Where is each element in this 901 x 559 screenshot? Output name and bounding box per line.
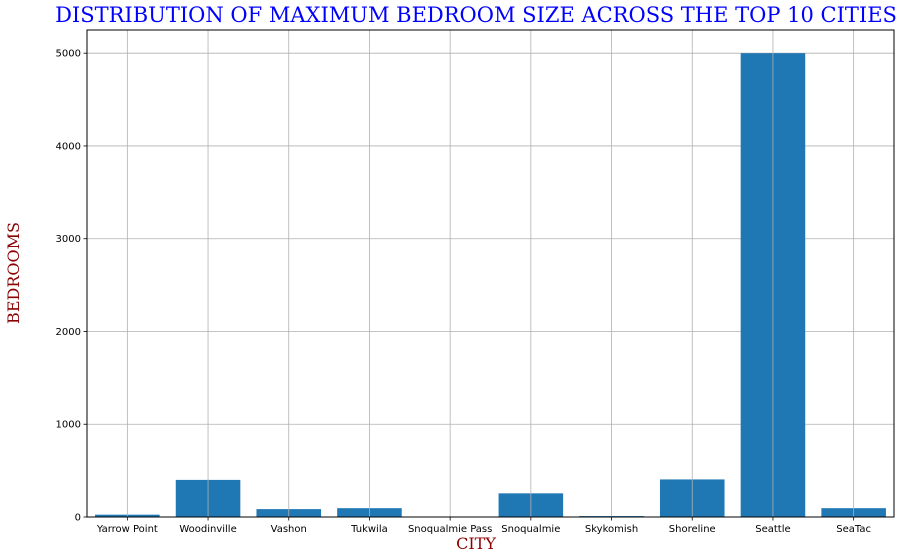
y-tick-label: 2000 — [56, 327, 81, 338]
x-tick-label: SeaTac — [836, 524, 871, 535]
vertical-grid — [126, 30, 855, 517]
x-tick-label: Skykomish — [585, 524, 638, 535]
x-tick-label: Vashon — [271, 524, 307, 535]
y-axis-ticks: 0 1000 2000 3000 4000 5000 — [56, 49, 87, 524]
x-tick-label: Shoreline — [669, 524, 716, 535]
x-tick-label: Woodinville — [179, 524, 236, 535]
y-axis-label: BEDROOMS — [4, 222, 23, 324]
x-tick-label: Snoqualmie Pass — [408, 524, 492, 535]
x-tick-label: Yarrow Point — [96, 524, 158, 535]
x-tick-label: Snoqualmie — [501, 524, 560, 535]
x-tick-label: Seattle — [755, 524, 790, 535]
x-axis-label: CITY — [456, 534, 496, 553]
y-tick-label: 4000 — [56, 141, 81, 152]
y-tick-label: 3000 — [56, 234, 81, 245]
y-tick-label: 0 — [75, 513, 81, 524]
y-tick-label: 5000 — [56, 49, 81, 60]
x-axis-ticks: Yarrow Point Woodinville Vashon Tukwila Snoq… — [96, 517, 871, 535]
plot-frame — [86, 29, 895, 518]
y-tick-label: 1000 — [56, 420, 81, 431]
chart-title: DISTRIBUTION OF MAXIMUM BEDROOM SIZE ACR… — [55, 3, 897, 27]
x-tick-label: Tukwila — [350, 524, 388, 535]
